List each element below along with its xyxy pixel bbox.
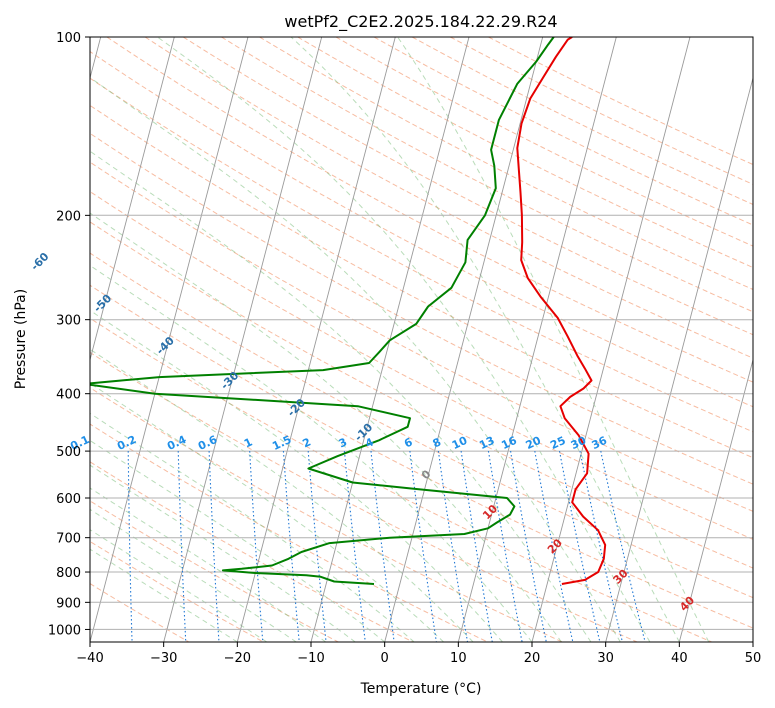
dry-adiabat (90, 423, 488, 642)
y-axis-title: Pressure (hPa) (13, 289, 29, 389)
dry-adiabat (297, 37, 753, 269)
mixing-ratio-line (437, 451, 469, 642)
x-axis: −40 −30 −20 −10 0 10 20 30 40 50 (76, 642, 761, 666)
profile-lines (90, 37, 607, 585)
y-tick-label: 500 (56, 445, 81, 460)
moist-adiabat (90, 76, 621, 642)
dry-adiabat (90, 132, 753, 485)
x-tick-label: 50 (745, 651, 762, 666)
mixing-ratio-line (343, 451, 366, 642)
dry-adiabat (90, 461, 414, 642)
dry-adiabat (90, 284, 753, 629)
dry-adiabat (90, 50, 753, 408)
isotherm-line (605, 76, 753, 642)
y-axis: 100 200 300 400 500 600 700 800 900 1000 (48, 31, 90, 638)
mixing-ratio-line (600, 450, 646, 642)
mixing-ratio-label: 36 (590, 434, 610, 452)
mixing-ratio-line (282, 451, 300, 642)
mixing-ratio-line (208, 451, 220, 642)
x-tick-label: −30 (150, 651, 177, 666)
moist-adiabat (90, 309, 503, 642)
chart-title: wetPf2_C2E2.2025.184.22.29.R24 (284, 12, 557, 32)
isotherm-line (384, 37, 544, 642)
dry-adiabat (373, 37, 753, 226)
isotherm-line (236, 37, 396, 642)
mixing-ratio-labels: 0.1 0.2 0.4 0.6 1 1.5 2 3 4 6 8 10 13 16 20 25 30 36 (68, 433, 609, 453)
x-tick-label: 20 (524, 651, 541, 666)
dry-adiabat (221, 37, 753, 313)
moist-adiabat (156, 37, 651, 642)
x-axis-title: Temperature (°C) (360, 681, 482, 697)
dry-adiabat (90, 317, 712, 642)
dry-adiabat (90, 252, 753, 599)
moist-adiabat (90, 348, 474, 642)
mixing-ratio-line (307, 451, 327, 642)
dry-adiabat (144, 37, 753, 359)
x-tick-label: 10 (450, 651, 467, 666)
mixing-ratio-line (534, 451, 574, 642)
moist-adiabat (90, 150, 592, 642)
mixing-ratio-lines (81, 450, 646, 642)
moist-adiabat (90, 487, 327, 642)
dry-adiabat (90, 351, 638, 642)
x-tick-label: 0 (381, 651, 389, 666)
dry-adiabat (450, 37, 753, 185)
moist-adiabat (396, 37, 710, 642)
dewpoint-line (90, 37, 555, 585)
x-tick-label: −20 (224, 651, 251, 666)
moist-adiabat (90, 212, 562, 642)
mixing-ratio-line (409, 451, 437, 642)
mixing-ratio-label: 10 (450, 434, 470, 452)
mixing-ratio-label: 16 (499, 434, 519, 452)
plot-frame (89, 36, 754, 643)
y-tick-label: 900 (56, 596, 81, 611)
isotherm-line (90, 37, 249, 642)
mixing-ratio-label: 30 (569, 434, 589, 452)
mixing-ratio-line (81, 451, 82, 642)
mixing-ratio-line (127, 451, 133, 642)
isotherm-line (90, 37, 175, 362)
mixing-ratio-line (558, 450, 601, 642)
pressure-grid (90, 37, 753, 630)
y-tick-label: 700 (56, 532, 81, 547)
dry-adiabat (90, 540, 264, 642)
dry-adiabat (90, 104, 753, 459)
moist-adiabat (90, 508, 297, 642)
dry-adiabat (90, 387, 563, 642)
y-tick-label: 200 (56, 209, 81, 224)
isotherm-line (163, 37, 323, 642)
mixing-ratio-label: 13 (477, 434, 496, 452)
isotherm-line (752, 640, 753, 642)
temperature-line (516, 37, 607, 585)
mixing-ratio-line (177, 451, 187, 642)
moist-adiabat (90, 464, 356, 642)
moist-adiabat (90, 439, 386, 642)
y-tick-label: 300 (56, 314, 81, 329)
isotherm-line (457, 37, 617, 642)
y-tick-label: 600 (56, 492, 81, 507)
mixing-ratio-line (370, 451, 395, 642)
moist-adiabat (90, 412, 415, 642)
moist-adiabat (290, 37, 680, 642)
mixing-ratio-label: 25 (548, 434, 567, 452)
y-tick-label: 800 (56, 566, 81, 581)
dry-adiabat (90, 77, 753, 433)
x-tick-label: 40 (671, 651, 688, 666)
y-tick-label: 100 (56, 31, 81, 46)
mixing-ratio-line (249, 451, 264, 642)
mixing-ratio-line (579, 450, 623, 642)
isotherm-label: -60 (28, 250, 51, 273)
y-tick-label: 400 (56, 388, 81, 403)
isotherm-line (678, 358, 753, 642)
isotherm-line (531, 37, 691, 642)
x-tick-label: −10 (297, 651, 324, 666)
x-tick-label: −40 (76, 651, 103, 666)
mixing-ratio-label: 20 (524, 434, 544, 452)
y-tick-label: 1000 (48, 623, 81, 638)
x-tick-label: 30 (597, 651, 614, 666)
dry-adiabat (90, 221, 753, 569)
